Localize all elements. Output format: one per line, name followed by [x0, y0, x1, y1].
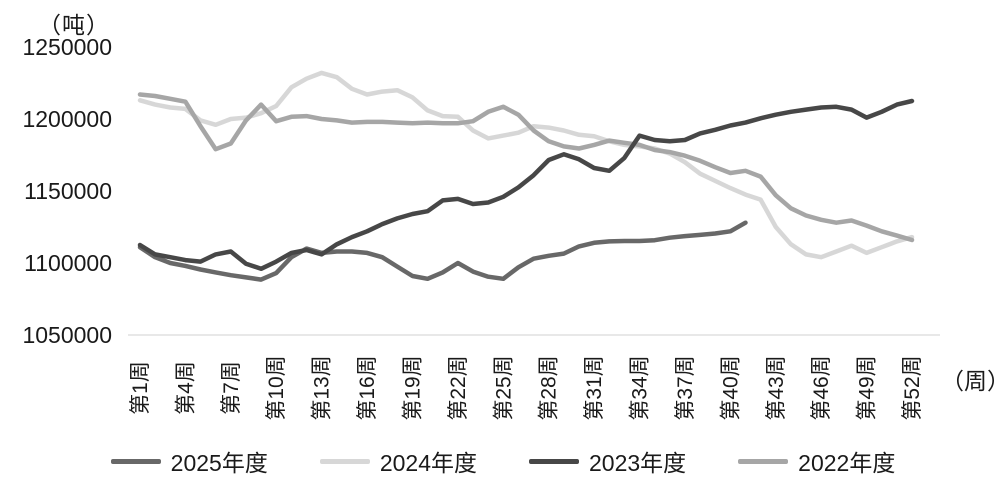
series-line-2024	[137, 70, 915, 260]
legend-label: 2025年度	[170, 450, 268, 476]
legend-label: 2024年度	[379, 450, 477, 476]
x-tick-label: 第7周	[220, 361, 243, 415]
x-tick-label: 第31周	[583, 355, 606, 420]
y-tick-label: 1100000	[24, 250, 112, 276]
y-tick-label: 1250000	[22, 34, 112, 60]
x-tick-label: 第28周	[538, 355, 561, 420]
y-tick-label: 1150000	[24, 178, 112, 204]
series-line-2023	[137, 98, 915, 272]
legend-line-swatch	[319, 458, 370, 464]
y-tick-label: 1200000	[22, 106, 112, 132]
x-tick-label: 第43周	[765, 355, 788, 420]
legend-line-swatch	[110, 458, 161, 464]
series-line-2025	[137, 220, 748, 282]
x-tick-label: 第22周	[447, 355, 470, 420]
x-tick-label: 第4周	[174, 361, 197, 415]
y-tick-label: 1050000	[22, 322, 112, 348]
legend-label: 2022年度	[798, 450, 896, 476]
legend-line-swatch	[529, 458, 579, 464]
x-tick-label: 第1周	[129, 361, 152, 415]
x-tick-label: 第40周	[719, 355, 742, 420]
x-tick-label: 第10周	[265, 355, 288, 420]
x-tick-label: 第13周	[311, 355, 334, 420]
legend-line-swatch	[738, 458, 789, 464]
series-line-2022	[137, 92, 915, 243]
x-axis-unit-label: （周）	[941, 368, 1006, 394]
x-tick-label: 第37周	[674, 355, 697, 420]
legend-item-2024: 2024年度	[319, 444, 477, 478]
x-tick-label: 第49周	[856, 355, 879, 420]
x-tick-label: 第46周	[810, 355, 833, 420]
chart-legend: 2025年度 2024年度 2023年度 2022年度	[0, 444, 1006, 478]
y-axis-unit-label: （吨）	[38, 12, 110, 38]
legend-item-2023: 2023年度	[529, 444, 686, 478]
x-tick-label: 第34周	[629, 355, 652, 420]
legend-item-2025: 2025年度	[110, 444, 268, 478]
x-tick-label: 第19周	[401, 355, 424, 420]
legend-item-2022: 2022年度	[738, 444, 895, 478]
x-tick-label: 第16周	[356, 355, 379, 420]
x-tick-label: 第52周	[901, 355, 924, 420]
x-tick-label: 第25周	[492, 355, 515, 420]
legend-label: 2023年度	[589, 450, 687, 476]
